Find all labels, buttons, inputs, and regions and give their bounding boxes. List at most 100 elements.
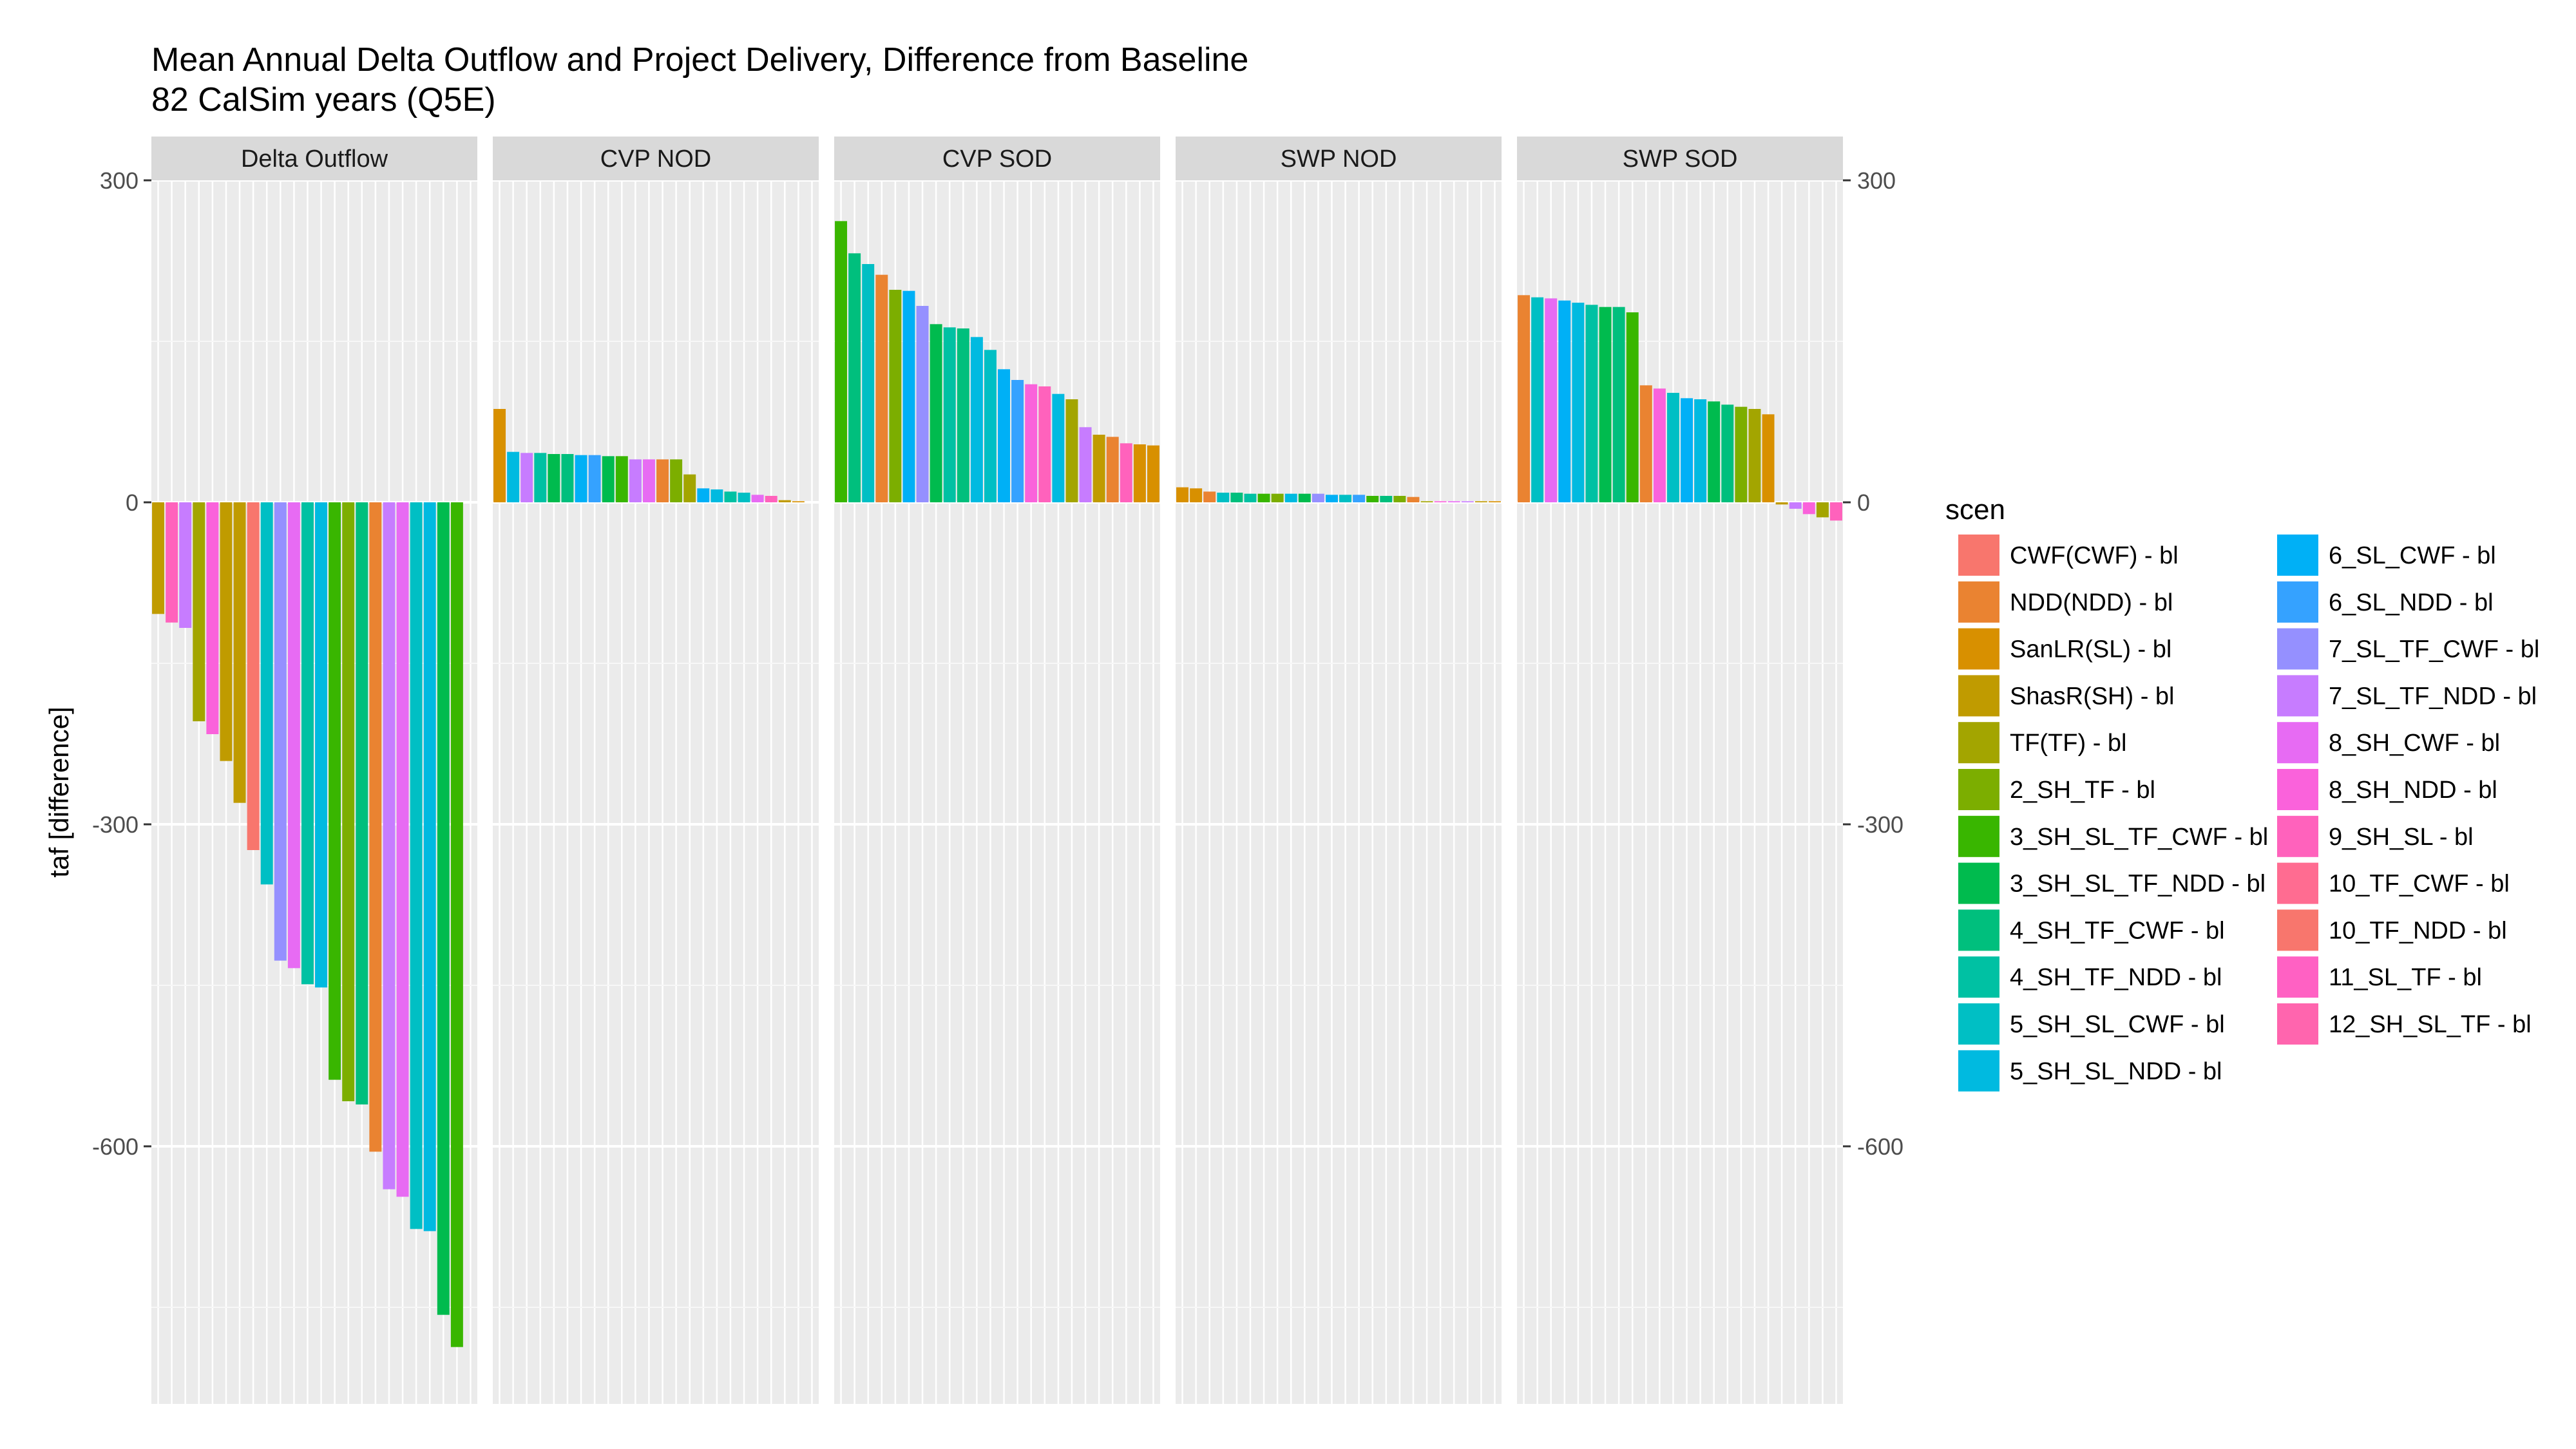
bar <box>1488 501 1501 502</box>
legend-label: 9_SH_SL - bl <box>2329 824 2474 851</box>
facet-strip <box>151 137 477 180</box>
legend-label: 10_TF_NDD - bl <box>2329 917 2507 944</box>
legend-key <box>1958 815 1999 857</box>
bar <box>1639 385 1652 502</box>
bar <box>835 221 848 502</box>
chart-subtitle: 82 CalSim years (Q5E) <box>151 81 496 118</box>
y-tick-label-right: -300 <box>1857 811 1903 838</box>
facet-strip-label: SWP SOD <box>1623 146 1738 173</box>
bar <box>1271 493 1284 502</box>
bar <box>507 451 520 502</box>
bar <box>656 459 669 502</box>
facet-panel: CVP SOD <box>834 137 1160 1404</box>
legend-label: 10_TF_CWF - bl <box>2329 871 2510 898</box>
legend-key <box>2277 628 2318 670</box>
legend-key <box>2277 769 2318 810</box>
legend-key <box>1958 769 1999 810</box>
bar <box>930 324 942 502</box>
bar <box>396 502 409 1197</box>
bar <box>957 328 969 502</box>
bar <box>1079 427 1092 502</box>
bar <box>1518 295 1531 502</box>
legend-label: 11_SL_TF - bl <box>2329 964 2482 991</box>
legend-key <box>1958 909 1999 951</box>
bar <box>329 502 341 1080</box>
bar <box>548 454 560 502</box>
bar <box>1461 501 1474 502</box>
y-tick-label-right: 300 <box>1857 167 1896 194</box>
legend-label: 5_SH_SL_CWF - bl <box>2010 1011 2225 1038</box>
bar <box>356 502 368 1104</box>
legend-label: 2_SH_TF - bl <box>2010 777 2155 804</box>
facet-strip <box>1176 137 1502 180</box>
panel-background <box>151 180 477 1404</box>
bar <box>916 306 929 502</box>
y-tick-label: -600 <box>92 1133 138 1160</box>
bar <box>724 491 737 502</box>
bar <box>1407 497 1420 502</box>
bar <box>1721 404 1734 502</box>
facet-strip <box>493 137 819 180</box>
legend-key <box>1958 956 1999 998</box>
bar <box>1748 409 1761 502</box>
bar <box>1325 495 1338 502</box>
y-tick-label: 300 <box>100 167 138 194</box>
legend: scen CWF(CWF) - bl NDD(NDD) - bl SanLR(SL)… <box>1945 494 2539 1092</box>
legend-key <box>1958 722 1999 764</box>
legend-label: 3_SH_SL_TF_NDD - bl <box>2010 871 2266 898</box>
facet-panels: Delta Outflow CVP NOD CVP SOD SWP NOD SWP SO… <box>151 137 1843 1404</box>
bar <box>247 502 260 850</box>
bar <box>1147 445 1159 502</box>
legend-key <box>2277 675 2318 717</box>
bar <box>1011 380 1024 502</box>
legend-key <box>2277 581 2318 623</box>
bar <box>984 350 997 502</box>
bar <box>1025 384 1038 502</box>
facet-strip-label: CVP NOD <box>600 146 711 173</box>
bar <box>450 502 463 1347</box>
bar <box>423 502 436 1231</box>
bar <box>1789 502 1802 509</box>
legend-label: 8_SH_NDD - bl <box>2329 777 2497 804</box>
bar <box>1653 388 1666 502</box>
bar <box>342 502 355 1101</box>
bar <box>1284 493 1297 502</box>
facet-strip-label: CVP SOD <box>942 146 1052 173</box>
bar <box>1666 393 1679 502</box>
legend-title: scen <box>1945 494 2005 526</box>
legend-key <box>1958 628 1999 670</box>
bar <box>1420 501 1433 502</box>
bar <box>301 502 314 985</box>
bar <box>1829 502 1842 521</box>
bar <box>751 495 764 502</box>
bar <box>683 474 696 502</box>
bar <box>206 502 219 734</box>
bar <box>629 459 642 502</box>
bar <box>1585 305 1598 502</box>
bar <box>711 489 723 502</box>
bar <box>862 264 875 502</box>
y-axis-left: 300 0 -300 -600 <box>92 167 151 1160</box>
legend-key <box>1958 1050 1999 1092</box>
facet-panel: SWP NOD <box>1176 137 1502 1404</box>
bar <box>1092 435 1105 502</box>
bar <box>1393 496 1406 502</box>
legend-key <box>1958 862 1999 904</box>
bar <box>1434 501 1447 502</box>
bar <box>260 502 273 885</box>
bar <box>1176 487 1189 502</box>
bar <box>179 502 192 628</box>
bar <box>1380 496 1393 502</box>
legend-label: TF(TF) - bl <box>2010 730 2127 757</box>
legend-key <box>1958 535 1999 576</box>
bar <box>1353 495 1366 502</box>
facet-strip-label: SWP NOD <box>1281 146 1397 173</box>
bar <box>998 369 1011 502</box>
bar <box>1708 401 1721 502</box>
bar <box>1816 502 1829 518</box>
bar <box>315 502 328 988</box>
legend-label: 6_SL_NDD - bl <box>2329 589 2494 616</box>
panel-background <box>493 180 819 1404</box>
bar <box>274 502 287 961</box>
legend-label: 3_SH_SL_TF_CWF - bl <box>2010 824 2268 851</box>
